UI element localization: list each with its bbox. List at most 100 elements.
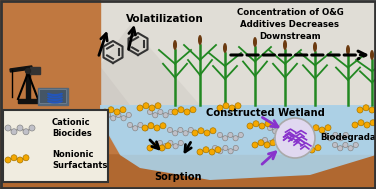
Ellipse shape: [223, 43, 227, 53]
Circle shape: [264, 142, 270, 148]
Circle shape: [165, 143, 171, 149]
Circle shape: [149, 105, 155, 111]
Circle shape: [23, 129, 29, 135]
Polygon shape: [0, 155, 376, 189]
Bar: [0, 0, 376, 105]
Circle shape: [218, 149, 223, 154]
Circle shape: [26, 68, 30, 74]
Circle shape: [233, 136, 238, 141]
Text: Concentration of O&G
Additives Decreases
Downstream: Concentration of O&G Additives Decreases…: [237, 8, 343, 41]
Ellipse shape: [198, 35, 202, 45]
Circle shape: [353, 142, 358, 148]
Ellipse shape: [370, 50, 374, 60]
Circle shape: [259, 123, 265, 129]
Circle shape: [357, 107, 363, 113]
Circle shape: [273, 129, 278, 134]
Circle shape: [153, 113, 158, 118]
Circle shape: [142, 125, 148, 131]
Circle shape: [23, 155, 29, 161]
Circle shape: [178, 107, 184, 113]
Ellipse shape: [283, 40, 287, 50]
Circle shape: [17, 157, 23, 163]
Circle shape: [217, 132, 223, 138]
Circle shape: [147, 109, 153, 115]
Circle shape: [137, 105, 143, 111]
Circle shape: [108, 107, 114, 113]
Circle shape: [203, 147, 209, 153]
Circle shape: [5, 157, 11, 163]
Circle shape: [223, 103, 229, 109]
Circle shape: [29, 125, 35, 131]
Circle shape: [158, 140, 162, 146]
Circle shape: [352, 122, 358, 128]
Circle shape: [127, 122, 133, 128]
Circle shape: [197, 149, 203, 155]
Circle shape: [315, 145, 321, 151]
Circle shape: [332, 142, 338, 148]
Circle shape: [160, 123, 166, 129]
Circle shape: [120, 107, 126, 113]
Circle shape: [265, 121, 271, 127]
Circle shape: [233, 145, 238, 151]
Circle shape: [133, 126, 138, 131]
Circle shape: [370, 120, 376, 126]
Circle shape: [143, 103, 149, 109]
Circle shape: [363, 105, 369, 111]
Circle shape: [154, 125, 160, 131]
Circle shape: [11, 155, 17, 161]
Circle shape: [253, 121, 259, 127]
Circle shape: [327, 136, 333, 141]
Bar: [10, 66, 32, 72]
Circle shape: [178, 127, 183, 133]
Circle shape: [168, 140, 173, 146]
Circle shape: [235, 103, 241, 109]
Circle shape: [262, 137, 268, 143]
Circle shape: [343, 142, 348, 148]
Text: Volatilization: Volatilization: [126, 14, 204, 24]
Text: Cationic
Biocides: Cationic Biocides: [52, 118, 92, 138]
Circle shape: [116, 112, 121, 118]
Circle shape: [105, 112, 111, 118]
Circle shape: [258, 140, 264, 146]
Circle shape: [278, 141, 283, 146]
Circle shape: [172, 109, 178, 115]
Circle shape: [333, 132, 338, 138]
Circle shape: [215, 147, 221, 153]
Circle shape: [309, 147, 315, 153]
Circle shape: [273, 137, 278, 143]
Circle shape: [288, 125, 293, 131]
Circle shape: [268, 141, 273, 146]
Circle shape: [173, 144, 178, 149]
Circle shape: [138, 122, 143, 128]
Circle shape: [210, 128, 216, 134]
Circle shape: [190, 107, 196, 113]
Text: Constructed Wetland: Constructed Wetland: [206, 108, 324, 118]
Circle shape: [223, 145, 228, 151]
Circle shape: [369, 107, 375, 113]
Ellipse shape: [253, 37, 257, 47]
Circle shape: [155, 103, 161, 109]
Circle shape: [325, 125, 331, 131]
Circle shape: [223, 136, 228, 141]
Ellipse shape: [346, 45, 350, 55]
Circle shape: [173, 131, 178, 136]
Circle shape: [247, 123, 253, 129]
Circle shape: [162, 144, 168, 149]
FancyBboxPatch shape: [3, 110, 108, 182]
Circle shape: [228, 149, 233, 154]
Circle shape: [168, 109, 173, 115]
Circle shape: [338, 136, 343, 141]
Text: Nonionic
Surfactants: Nonionic Surfactants: [52, 150, 108, 170]
Circle shape: [338, 146, 343, 151]
Circle shape: [275, 118, 315, 158]
Circle shape: [167, 127, 173, 133]
Circle shape: [184, 109, 190, 115]
Circle shape: [159, 145, 165, 151]
Bar: [38, 88, 68, 105]
Circle shape: [178, 140, 183, 146]
Polygon shape: [0, 0, 100, 105]
FancyBboxPatch shape: [39, 90, 67, 104]
Circle shape: [188, 127, 193, 133]
Polygon shape: [100, 105, 376, 180]
Circle shape: [283, 137, 288, 143]
